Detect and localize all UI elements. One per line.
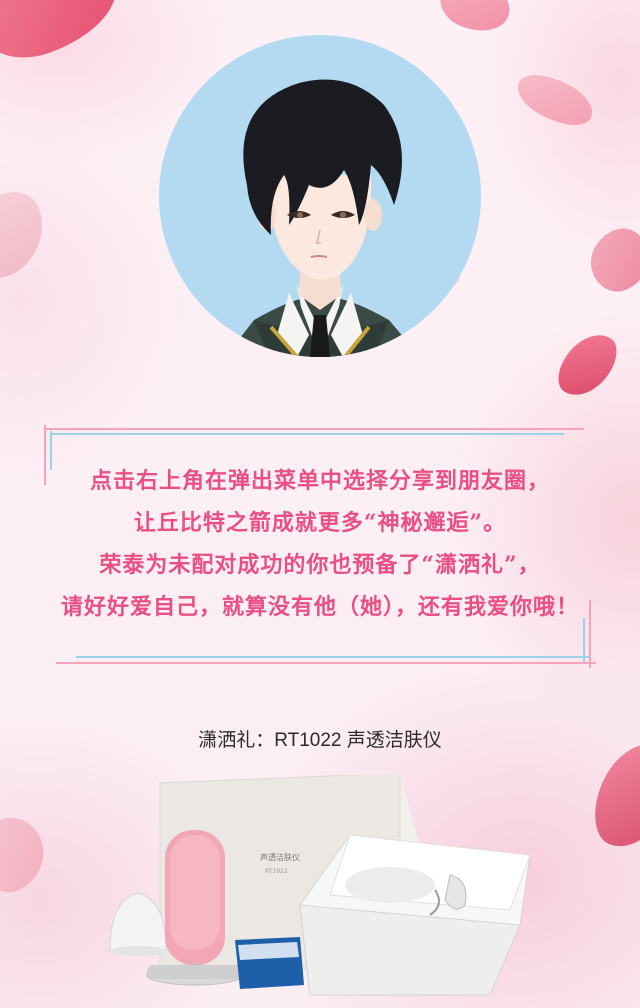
- message-line: 请好好爱自己，就算没有他（她），还有我爱你哦！: [60, 594, 579, 620]
- message-line: 让丘比特之箭成就更多“神秘邂逅”。: [133, 510, 507, 536]
- frame-right-decoration: [583, 600, 591, 668]
- frame-bottom-decoration: [56, 656, 596, 664]
- share-message: 点击右上角在弹出菜单中选择分享到朋友圈， 让丘比特之箭成就更多“神秘邂逅”。 荣…: [56, 460, 584, 628]
- product-photo: 声透洁肤仪 RT1022: [109, 775, 531, 996]
- frame-left-decoration: [44, 425, 52, 485]
- box-lid-subtext: RT1022: [265, 868, 288, 875]
- box-lid-text: 声透洁肤仪: [260, 852, 300, 862]
- boy-avatar-icon: [159, 35, 481, 357]
- message-line: 点击右上角在弹出菜单中选择分享到朋友圈，: [89, 468, 550, 494]
- avatar-illustration: [225, 79, 421, 357]
- product-label: 潇洒礼：RT1022 声透洁肤仪: [198, 730, 442, 751]
- message-line: 荣泰为未配对成功的你也预备了“潇洒礼”，: [99, 552, 541, 578]
- frame-top-decoration: [44, 428, 584, 435]
